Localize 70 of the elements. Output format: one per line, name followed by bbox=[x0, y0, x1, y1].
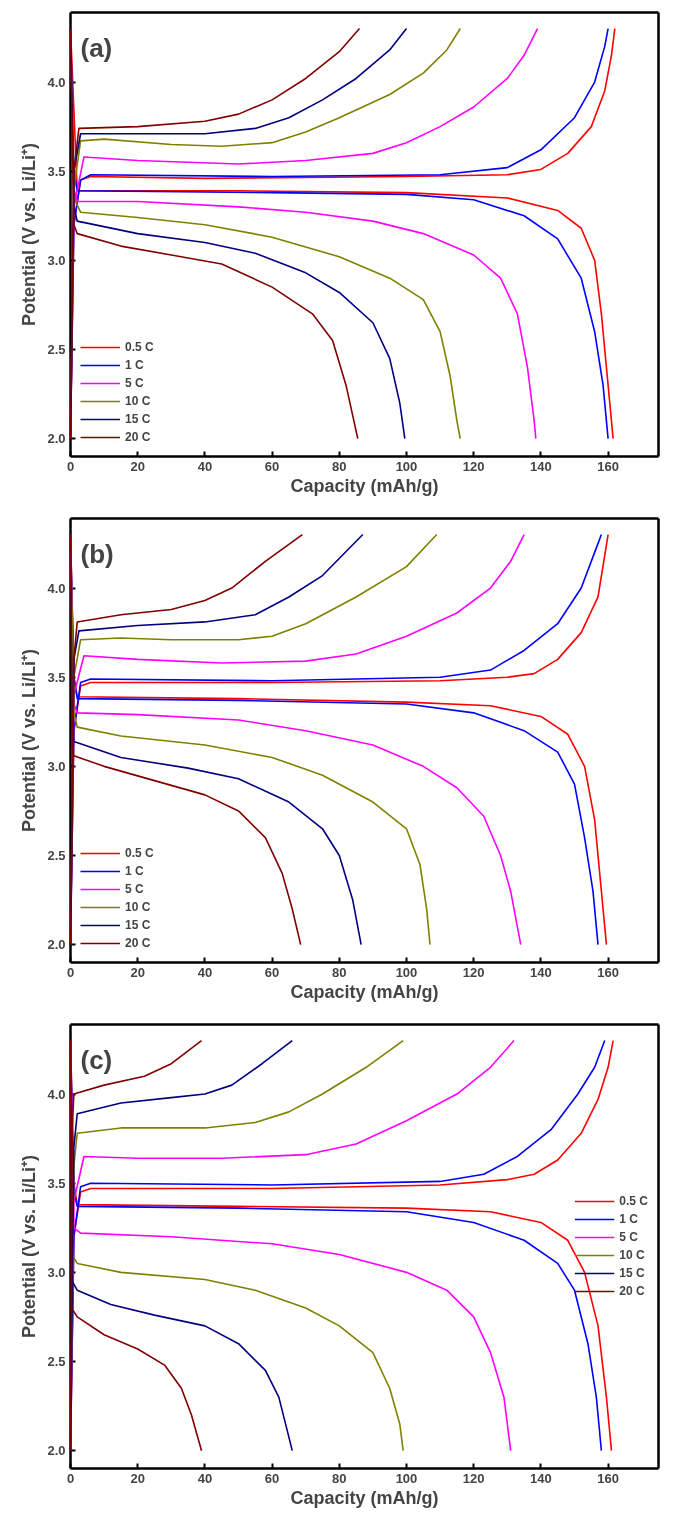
x-tick-label: 100 bbox=[395, 964, 418, 980]
x-axis-title: Capacity (mAh/g) bbox=[290, 475, 439, 496]
y-tick-label: 2.0 bbox=[47, 1443, 66, 1459]
legend-label: 15 C bbox=[619, 1265, 645, 1282]
x-tick-label: 60 bbox=[264, 1470, 280, 1486]
text: (b) bbox=[80, 538, 114, 569]
y-tick-label: 4.0 bbox=[47, 74, 66, 90]
legend-label: 1 C bbox=[125, 863, 145, 880]
x-tick-label: 0 bbox=[66, 964, 75, 980]
x-tick-label: 120 bbox=[462, 458, 485, 474]
x-tick-label: 140 bbox=[530, 1470, 552, 1486]
x-tick-label: 20 bbox=[130, 964, 145, 980]
legend-label: 5 C bbox=[125, 375, 145, 392]
x-axis-title: Capacity (mAh/g) bbox=[290, 1487, 439, 1508]
x-axis-title: Capacity (mAh/g) bbox=[290, 981, 439, 1002]
x-tick-label: 0 bbox=[66, 1470, 75, 1486]
y-tick-label: 3.0 bbox=[47, 252, 66, 268]
x-tick-label: 20 bbox=[130, 1470, 145, 1486]
legend-label: 10 C bbox=[125, 393, 151, 410]
x-tick-label: 100 bbox=[395, 1470, 418, 1486]
x-tick-label: 120 bbox=[462, 964, 485, 980]
x-tick-label: 80 bbox=[332, 458, 347, 474]
legend-label: 20 C bbox=[125, 429, 151, 446]
legend-label: 5 C bbox=[619, 1229, 639, 1246]
text: (c) bbox=[80, 1044, 113, 1075]
x-tick-label: 60 bbox=[264, 964, 280, 980]
y-axis-title: Potential (V vs. Li/Li⁺) bbox=[19, 142, 40, 327]
legend-label: 1 C bbox=[619, 1211, 639, 1228]
legend-label: 10 C bbox=[125, 899, 151, 916]
y-tick-label: 4.0 bbox=[47, 580, 66, 596]
x-tick-label: 140 bbox=[530, 964, 552, 980]
x-tick-label: 20 bbox=[130, 458, 145, 474]
x-tick-label: 160 bbox=[597, 458, 619, 474]
y-tick-label: 2.5 bbox=[47, 1354, 66, 1370]
legend-label: 15 C bbox=[125, 411, 151, 428]
x-tick-label: 60 bbox=[264, 458, 280, 474]
x-tick-label: 40 bbox=[197, 964, 213, 980]
legend-label: 1 C bbox=[125, 357, 145, 374]
y-tick-label: 2.5 bbox=[47, 848, 66, 864]
legend-label: 10 C bbox=[619, 1247, 645, 1264]
x-tick-label: 0 bbox=[66, 458, 75, 474]
legend-label: 20 C bbox=[125, 935, 151, 952]
y-tick-label: 2.0 bbox=[47, 937, 66, 953]
text: (a) bbox=[80, 32, 113, 63]
x-tick-label: 160 bbox=[597, 964, 619, 980]
x-tick-label: 100 bbox=[395, 458, 418, 474]
y-axis-title: Potential (V vs. Li/Li⁺) bbox=[19, 648, 40, 833]
y-tick-label: 3.5 bbox=[47, 1175, 66, 1191]
y-tick-label: 3.5 bbox=[47, 669, 66, 685]
x-tick-label: 40 bbox=[197, 1470, 213, 1486]
y-tick-label: 2.5 bbox=[47, 342, 66, 358]
x-tick-label: 140 bbox=[530, 458, 552, 474]
y-tick-label: 3.0 bbox=[47, 758, 66, 774]
legend-label: 15 C bbox=[125, 917, 151, 934]
x-tick-label: 80 bbox=[332, 1470, 347, 1486]
x-tick-label: 120 bbox=[462, 1470, 485, 1486]
x-tick-label: 40 bbox=[197, 458, 213, 474]
y-tick-label: 4.0 bbox=[47, 1086, 66, 1102]
y-axis-title: Potential (V vs. Li/Li⁺) bbox=[19, 1154, 40, 1339]
y-tick-label: 3.5 bbox=[47, 163, 66, 179]
legend-label: 0.5 C bbox=[619, 1193, 648, 1210]
legend-label: 5 C bbox=[125, 881, 145, 898]
legend-label: 0.5 C bbox=[125, 339, 154, 356]
x-tick-label: 80 bbox=[332, 964, 347, 980]
y-tick-label: 3.0 bbox=[47, 1264, 66, 1280]
legend-label: 0.5 C bbox=[125, 845, 154, 862]
legend-label: 20 C bbox=[619, 1283, 645, 1300]
line-series bbox=[69, 1039, 203, 1452]
y-tick-label: 2.0 bbox=[47, 431, 66, 447]
x-tick-label: 160 bbox=[597, 1470, 619, 1486]
